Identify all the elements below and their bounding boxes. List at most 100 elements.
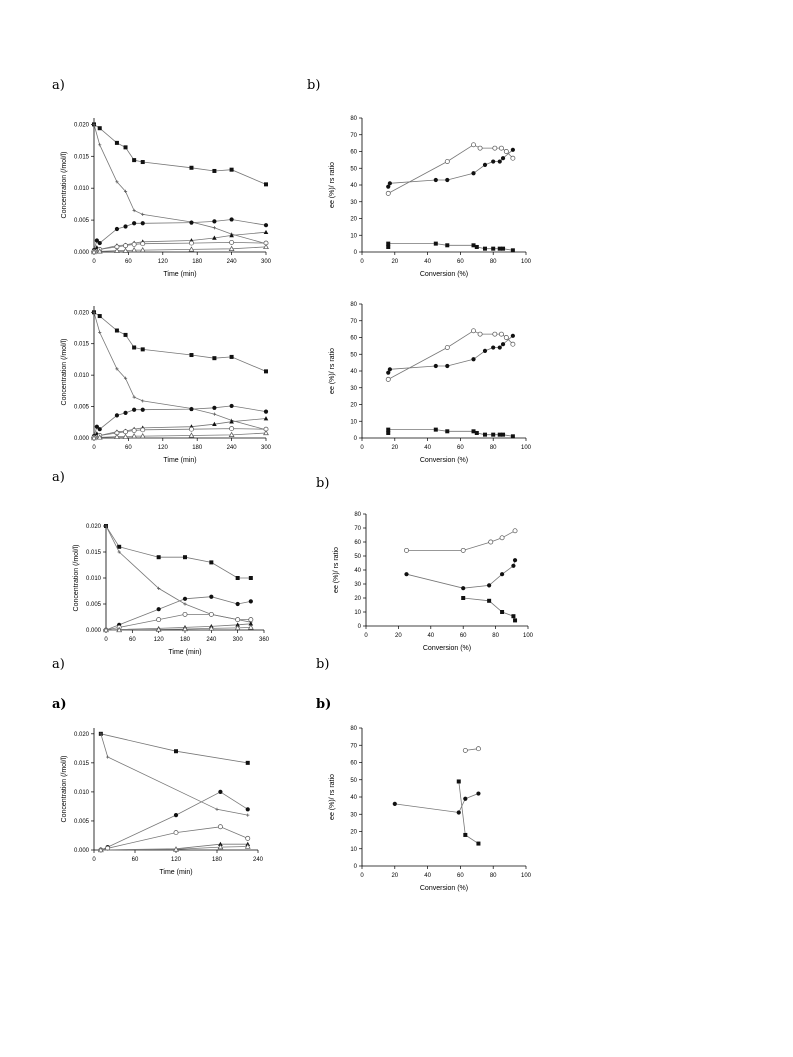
x-tick-label: 0 [104,637,108,643]
y-tick-label: 70 [350,319,357,325]
x-tick-label: 240 [253,857,264,863]
series-line-open-circle [100,826,248,851]
x-tick-label: 0 [92,259,96,265]
data-point-circle [245,807,250,812]
data-point-plus [246,813,250,817]
series-line-square [93,311,267,372]
data-point-circle [173,813,179,818]
y-tick-label: 30 [350,200,357,206]
panel-label-5a: a) [52,697,67,712]
data-point-open-triangle [234,624,241,631]
x-axis-label: Conversion (%) [423,645,471,652]
data-point-circle [471,357,476,362]
data-point-circle [404,572,409,577]
data-point-open-triangle [114,247,120,253]
data-point-open-triangle [139,432,146,439]
data-point-plus [98,143,102,147]
data-point-square [212,356,217,361]
data-point-circle [386,184,391,189]
data-point-circle [97,427,102,432]
data-point-triangle [229,419,234,424]
x-tick-label: 0 [92,857,96,863]
data-point-circle [433,177,438,183]
y-tick-label: 0 [358,624,362,630]
chart-2-ee-conversion: 0 20 40 60 80 100 0 10 20 30 40 50 60 70 80 Conversion … [329,302,532,464]
data-point-square [117,544,122,549]
y-tick-label: 70 [350,743,357,749]
data-point-circle [229,217,234,222]
y-tick-label: 0 [354,864,358,870]
data-point-open-triangle [91,248,97,255]
y-tick-label: 0.000 [86,628,102,634]
x-tick-label: 20 [395,633,402,639]
chart-3-concentration: 0 60 120 180 240 300 360 0.000 0.005 0.010 0.015 0.… [73,524,270,656]
y-tick-label: 20 [350,830,357,836]
data-point-open-circle [512,528,518,534]
x-tick-label: 240 [227,259,238,265]
y-axis-label: Concentration (/mol/l) [61,339,68,406]
series-line-circle [406,560,516,589]
data-point-circle [218,789,223,795]
data-point-open-circle [229,426,235,432]
y-tick-label: 60 [354,540,361,546]
data-point-square [183,555,187,560]
data-point-square [386,430,391,435]
data-point-circle [189,406,194,412]
data-point-square [501,246,506,251]
data-point-square [386,241,391,246]
y-tick-label: 60 [350,336,357,342]
data-point-open-circle [492,145,498,151]
y-tick-label: 0.005 [86,602,102,608]
data-point-circle [499,572,505,577]
series-line-open-circle [93,428,267,438]
data-point-open-circle [131,428,137,433]
y-tick-label: 60 [350,761,357,767]
data-point-circle [463,796,468,801]
data-point-plus [132,395,136,399]
data-point-circle [512,558,518,563]
series-line-plus [105,525,251,623]
data-point-open-circle [140,427,146,433]
data-point-square [132,345,137,350]
data-point-open-circle [131,241,137,247]
data-point-circle [140,221,145,226]
y-tick-label: 80 [354,512,361,518]
data-point-open-circle [477,331,483,337]
data-point-circle [500,342,506,347]
data-point-square [386,244,391,249]
series-line-open-circle [406,530,516,551]
data-point-square [483,246,487,251]
data-point-open-circle [444,345,450,351]
data-point-open-circle [477,145,483,151]
series-line-circle [394,793,479,813]
chart-2-concentration: 0 60 120 180 240 300 0.000 0.005 0.010 0.015 0.020… [61,306,272,464]
data-point-open-triangle [188,432,195,438]
data-point-plus [123,376,128,380]
data-point-open-circle [385,376,391,382]
data-point-circle [476,791,481,796]
y-tick-label: 0.005 [74,218,90,224]
data-point-plus [141,212,145,216]
data-point-square [511,614,516,619]
data-point-triangle [212,421,217,426]
data-point-open-triangle [208,625,215,631]
data-point-open-triangle [263,243,269,250]
x-tick-label: 0 [360,873,364,879]
data-point-square [463,832,468,837]
data-point-open-triangle [122,433,129,439]
y-tick-label: 60 [350,150,357,156]
data-point-square [114,328,119,333]
x-tick-label: 120 [158,259,169,265]
series-line-open-triangle [100,846,248,851]
data-point-plus [215,807,219,811]
data-point-open-circle [235,617,241,623]
series-line-square [458,781,479,844]
data-point-open-triangle [103,626,109,633]
data-point-square [123,145,128,150]
data-point-open-circle [499,535,505,541]
data-point-circle [510,147,515,152]
data-point-square [97,314,102,319]
y-tick-label: 50 [354,554,361,560]
panel-label-1a: a) [52,78,65,93]
x-tick-label: 100 [523,633,534,639]
